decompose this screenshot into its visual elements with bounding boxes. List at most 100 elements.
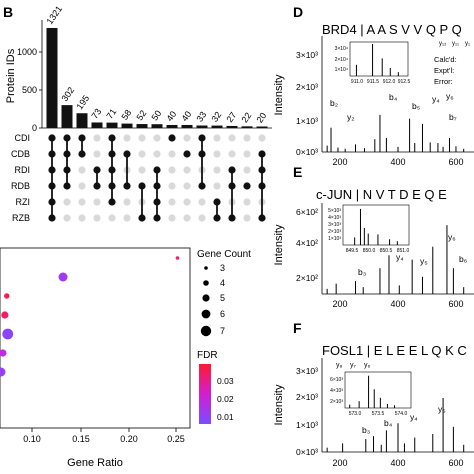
upset-bar [226,125,238,128]
spectrum-d-xtick: 400 [390,157,405,167]
calc-line: Calc'd: [434,55,457,64]
inset-e-ytick: 1×10³ [328,236,341,242]
ion-label: b₅ [412,101,420,111]
inset-e-ytick: 5×10³ [328,208,341,214]
matrix-dot-empty [213,150,221,158]
matrix-dot-empty [123,198,131,206]
ion-label: y₄ [410,412,418,422]
matrix-dot-empty [183,166,191,174]
upset-bar-label: 22 [239,111,253,125]
upset-bar [256,126,268,128]
matrix-dot-empty [213,166,221,174]
matrix-dot-empty [153,134,161,142]
inset-e-ytick: 4×10³ [328,215,341,221]
upset-bar-label: 302 [59,85,76,103]
spectrum-f-ytick: 1×10³ [296,420,318,430]
set-label-cdi: CDI [15,133,31,143]
dotplot-points [0,256,180,377]
dotplot-point [0,367,6,377]
inset-e-ytick: 3×10³ [328,222,341,228]
dotplot-point [1,311,9,319]
matrix-dot-empty [243,134,251,142]
panel-d-peptide-title: BRD4 | A A S V V Q P Q [322,22,462,37]
inset-f-ytick: 6×10³ [330,377,343,383]
upset-bar-label: 195 [74,93,91,111]
inset-f-ytick: 4×10³ [330,388,343,394]
set-label-rdb: RDB [11,181,30,191]
upset-bar-label: 73 [89,107,103,121]
dotplot-point [4,293,10,299]
dotplot-point [2,328,14,340]
matrix-dot-empty [78,198,86,206]
matrix-dot-empty [213,182,221,190]
matrix-dot-empty [78,182,86,190]
upset-bar-label: 20 [254,111,268,125]
inset-e-xtick: 851.0 [397,248,410,254]
matrix-dot-filled [243,182,251,190]
matrix-dot-empty [168,214,176,222]
matrix-dot-empty [123,214,131,222]
inset-d-xtick: 911.0 [351,79,363,85]
dotplot-xtick-020: 0.20 [120,434,138,444]
upset-bar [181,124,193,128]
panel-d-letter: D [293,4,303,20]
inset-f-xtick: 574.0 [395,411,408,417]
spectrum-e-xtick: 400 [390,299,405,309]
size-legend-dot-6 [201,309,211,319]
matrix-dot-empty [183,214,191,222]
ion-label: y₁ [465,41,470,47]
upset-ytick-0: 0 [32,123,37,133]
inset-e-xtick: 850.0 [363,248,376,254]
matrix-dot-empty [78,166,86,174]
set-label-rzi: RZI [16,197,31,207]
matrix-dot-empty [138,134,146,142]
spectrum-e-inset-peaks [354,208,398,245]
upset-bar [136,124,148,128]
size-legend-label-5: 5 [220,293,225,303]
matrix-dot-empty [228,150,236,158]
size-legend-dot-7 [200,325,212,337]
panel-e: E c-JUN | N V T D E Q E Intensity 6×10² … [273,164,474,309]
spectrum-e-peaks [326,225,465,294]
inset-d-xtick: 912.0 [383,79,396,85]
dotplot-point [0,349,7,357]
spectrum-d-ytick: 3×10³ [296,50,318,60]
spectrum-e-xtick: 600 [448,299,463,309]
matrix-dot-empty [243,214,251,222]
fdr-color-bar [199,364,211,424]
inset-e-ytick: 2×10³ [328,229,341,235]
matrix-dot-empty [198,198,206,206]
dotplot-xtick-015: 0.15 [72,434,90,444]
panel-b-letter: B [3,4,13,20]
ion-label: y₆ [446,91,454,101]
matrix-dot-empty [108,214,116,222]
matrix-dot-empty [243,150,251,158]
upset-bar-label: 40 [179,109,193,123]
ion-label: y₄ [396,252,404,262]
size-legend-label-7: 7 [220,326,225,336]
ion-label: y₇ [350,362,357,369]
matrix-dot-empty [258,134,266,142]
upset-bar-label: 1321 [44,4,64,26]
spectrum-d-ytick: 0×10³ [296,147,318,157]
inset-d-xtick: 912.5 [398,79,411,85]
spectrum-f-ytick: 2×10³ [296,392,318,402]
matrix-dot-empty [168,150,176,158]
spectrum-e-ytick: 4×10² [296,238,318,248]
upset-bar [61,105,73,128]
ion-label: y₅ [420,256,428,266]
spectrum-f-inset-peaks [349,375,395,408]
spectrum-e-xtick: 200 [332,299,347,309]
matrix-dot-empty [153,150,161,158]
ion-label: b₆ [459,254,467,264]
ion-label: y₆ [364,362,371,369]
panel-c: 0.10 0.15 0.20 0.25 Gene Ratio Gene Coun… [0,247,251,469]
upset-bar [196,125,208,128]
panel-f-peptide-title: FOSL1 | E L E E L Q K C [322,343,467,358]
spectrum-d-xtick: 200 [332,157,347,167]
inset-d-ytick: 3×10⁴ [335,46,348,52]
dotplot-xtick-010: 0.10 [23,434,41,444]
